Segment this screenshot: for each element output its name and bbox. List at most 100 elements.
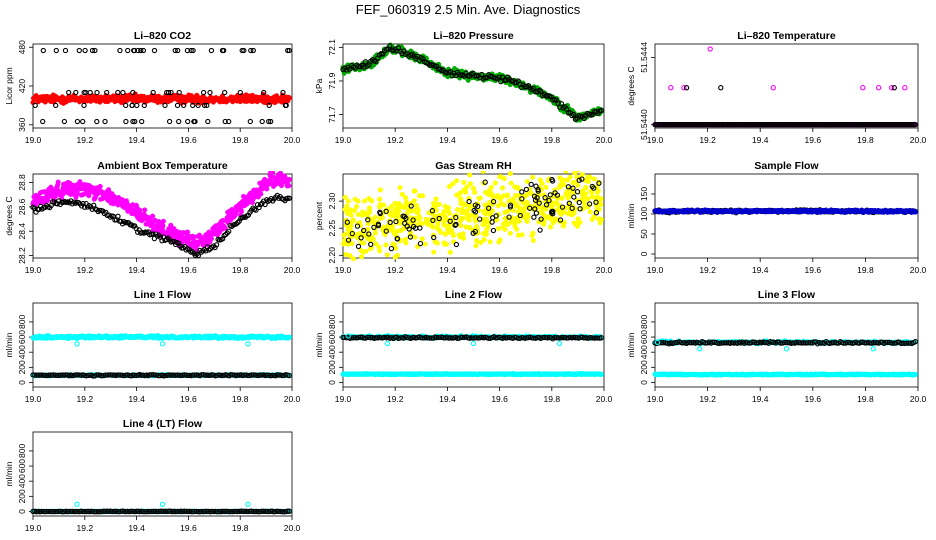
- data-point: [411, 188, 417, 194]
- series-1: [340, 334, 605, 342]
- data-point: [130, 89, 136, 96]
- data-point: [180, 102, 187, 109]
- data-point: [383, 242, 389, 248]
- data-point: [191, 118, 197, 125]
- data-point: [364, 334, 370, 341]
- data-point: [208, 236, 214, 242]
- data-point: [507, 171, 513, 177]
- data-point: [596, 180, 602, 186]
- data-point: [458, 215, 465, 221]
- data-point: [591, 214, 597, 220]
- x-tick-label: 19.2: [77, 265, 94, 275]
- data-point: [266, 118, 272, 125]
- data-point: [53, 47, 59, 54]
- data-point: [506, 214, 512, 220]
- data-point: [570, 185, 576, 191]
- data-point: [515, 232, 521, 238]
- data-point: [138, 47, 144, 54]
- data-point: [104, 89, 110, 96]
- data-point: [412, 234, 418, 240]
- y-axis-label: ml/min: [4, 332, 14, 357]
- data-point: [565, 184, 572, 190]
- data-point: [483, 211, 489, 217]
- data-point: [139, 118, 145, 125]
- data-point: [226, 118, 232, 125]
- y-axis-label: percent: [314, 201, 324, 230]
- series-1: [32, 47, 292, 125]
- data-point: [392, 207, 398, 213]
- data-point: [280, 89, 286, 96]
- data-point: [458, 334, 464, 340]
- data-point: [407, 234, 414, 240]
- data-point: [286, 95, 292, 101]
- data-point: [543, 202, 550, 208]
- data-point: [594, 194, 600, 200]
- data-point: [490, 194, 496, 200]
- series-0: [30, 332, 292, 342]
- y-tick-label: 28.4: [17, 223, 27, 240]
- data-points: [652, 46, 919, 128]
- data-point: [589, 189, 595, 195]
- data-point: [185, 372, 191, 379]
- y-tick-label: 200: [17, 360, 27, 374]
- data-point: [550, 200, 556, 206]
- data-point: [515, 335, 521, 341]
- data-point: [222, 89, 228, 96]
- data-point: [537, 227, 543, 233]
- data-point: [262, 201, 268, 208]
- data-point: [164, 89, 170, 96]
- x-tick-label: 19.4: [439, 394, 456, 404]
- data-point: [102, 118, 108, 125]
- data-point: [530, 237, 536, 244]
- data-point: [259, 118, 265, 125]
- data-point: [377, 248, 383, 254]
- y-axis-label: degrees C: [4, 196, 14, 235]
- data-point: [342, 241, 348, 247]
- data-point: [519, 189, 525, 195]
- data-point: [575, 163, 580, 168]
- plot-frame: [32, 43, 293, 129]
- x-tick-label: 19.4: [128, 265, 145, 275]
- panel-title: Gas Stream RH: [435, 160, 511, 172]
- data-point: [442, 214, 448, 220]
- data-point: [481, 236, 487, 243]
- data-point: [172, 47, 178, 54]
- data-point: [358, 235, 364, 241]
- data-point: [270, 171, 276, 175]
- data-point: [390, 227, 396, 234]
- data-point: [463, 224, 469, 230]
- data-point: [529, 165, 534, 170]
- data-point: [81, 102, 87, 109]
- data-point: [89, 47, 96, 54]
- data-point: [219, 47, 226, 54]
- data-point: [97, 183, 103, 189]
- data-point: [514, 202, 520, 208]
- series-1: [74, 341, 251, 347]
- data-point: [450, 181, 456, 187]
- data-point: [532, 206, 538, 212]
- y-tick-label: 400: [17, 345, 27, 359]
- x-tick-label: 19.8: [544, 265, 561, 275]
- data-point: [360, 209, 366, 215]
- data-point: [448, 227, 455, 233]
- data-point: [458, 222, 464, 229]
- series-1: [344, 176, 602, 252]
- data-point: [185, 229, 191, 235]
- data-point: [576, 161, 581, 166]
- x-tick-label: 19.2: [387, 265, 404, 275]
- series-0: [30, 171, 292, 253]
- data-point: [269, 372, 275, 379]
- data-point: [140, 47, 147, 54]
- data-points: [652, 207, 919, 216]
- data-point: [403, 195, 409, 201]
- x-tick-label: 20.0: [910, 135, 927, 145]
- x-tick-label: 19.4: [752, 135, 769, 145]
- x-tick-label: 19.8: [544, 135, 561, 145]
- data-point: [141, 102, 147, 109]
- panel-title: Sample Flow: [754, 160, 819, 172]
- y-tick-label: 480: [17, 40, 27, 54]
- data-point: [543, 184, 549, 190]
- data-point: [349, 230, 355, 237]
